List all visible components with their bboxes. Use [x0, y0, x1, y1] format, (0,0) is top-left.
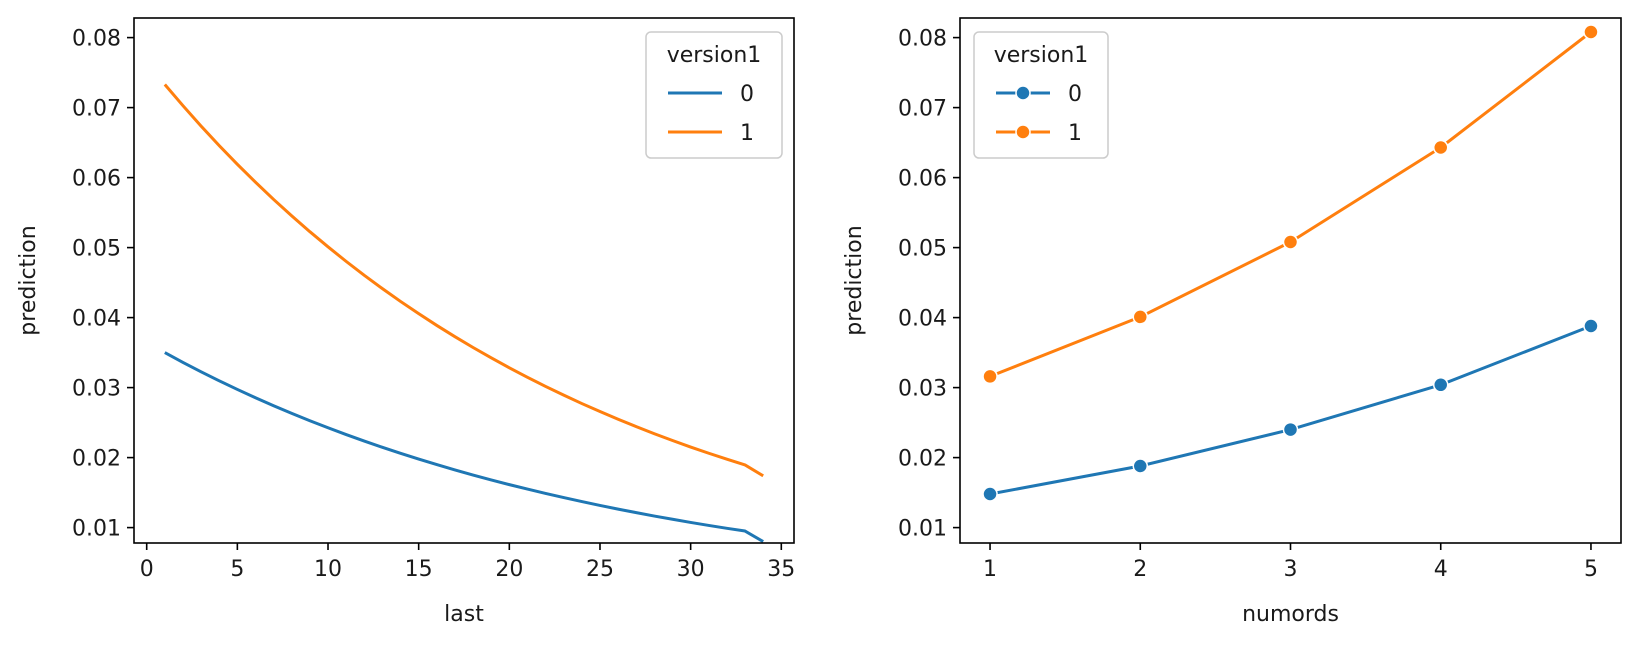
legend-label-0: 0 — [1068, 82, 1082, 107]
x-axis-label: numords — [1242, 602, 1339, 627]
y-tick-label: 0.06 — [898, 167, 947, 192]
data-point-series-0-1 — [982, 486, 998, 502]
legend-marker-1 — [1015, 124, 1031, 140]
data-point-series-0-2 — [1132, 458, 1149, 474]
data-point-series-1-4 — [1432, 139, 1449, 156]
plot-frame — [133, 17, 795, 544]
x-tick-label: 4 — [1434, 557, 1448, 582]
y-tick-label: 0.01 — [898, 517, 947, 542]
y-tick-label: 0.02 — [898, 447, 947, 472]
y-tick-label: 0.08 — [72, 27, 121, 52]
data-point-series-1-3 — [1282, 234, 1299, 250]
x-tick-label: 20 — [495, 557, 523, 582]
y-tick-label: 0.01 — [72, 517, 121, 542]
x-tick-label: 35 — [767, 557, 795, 582]
x-axis-label: last — [444, 602, 484, 627]
y-tick-label: 0.08 — [898, 27, 947, 52]
y-tick-label: 0.04 — [72, 307, 121, 332]
left-chart-last-vs-prediction: 0 5 10 15 20 25 30 350.010.020.030.040.050.060.… — [16, 17, 795, 627]
data-point-series-0-4 — [1432, 377, 1449, 393]
y-tick-label: 0.05 — [72, 237, 121, 262]
y-axis-label: prediction — [842, 225, 867, 335]
legend-title: version1 — [994, 43, 1089, 68]
y-tick-label: 0.04 — [898, 307, 947, 332]
y-tick-label: 0.07 — [72, 97, 121, 122]
data-point-series-1-1 — [982, 368, 998, 385]
x-tick-label: 25 — [586, 557, 614, 582]
x-tick-label: 15 — [405, 557, 433, 582]
data-point-series-1-2 — [1132, 309, 1149, 325]
legend-box — [645, 31, 783, 159]
series-line-0 — [989, 324, 1592, 496]
series-line-0 — [164, 351, 764, 543]
legend-box — [973, 31, 1109, 159]
x-tick-label: 5 — [1584, 557, 1598, 582]
legend: version1 0 1 — [645, 31, 783, 159]
legend: version1 0 1 — [973, 31, 1109, 159]
y-tick-label: 0.05 — [898, 237, 947, 262]
y-axis-label: prediction — [16, 225, 41, 335]
x-tick-label: 10 — [314, 557, 342, 582]
y-tick-label: 0.02 — [72, 447, 121, 472]
x-tick-label: 0 — [140, 557, 154, 582]
data-point-series-0-3 — [1282, 421, 1299, 438]
y-tick-label: 0.07 — [898, 97, 947, 122]
x-tick-label: 3 — [1284, 557, 1298, 582]
x-tick-label: 2 — [1133, 557, 1147, 582]
legend-label-1: 1 — [1068, 121, 1082, 146]
data-point-series-1-5 — [1583, 24, 1599, 40]
x-tick-label: 30 — [677, 557, 705, 582]
x-tick-label: 1 — [983, 557, 997, 582]
y-tick-label: 0.03 — [72, 377, 121, 402]
y-tick-label: 0.06 — [72, 167, 121, 192]
x-tick-label: 5 — [230, 557, 244, 582]
y-tick-label: 0.03 — [898, 377, 947, 402]
data-point-series-0-5 — [1583, 318, 1599, 334]
legend-title: version1 — [667, 43, 762, 68]
legend-label-0: 0 — [740, 82, 754, 107]
series-line-1 — [163, 83, 764, 478]
legend-marker-0 — [1015, 85, 1031, 101]
right-chart-numords-vs-prediction: 1 2 3 4 5 0.01 0.02 0.03 0.04 0.05 0.06 0.07 0.08 num… — [842, 17, 1622, 627]
legend-label-1: 1 — [740, 121, 754, 146]
